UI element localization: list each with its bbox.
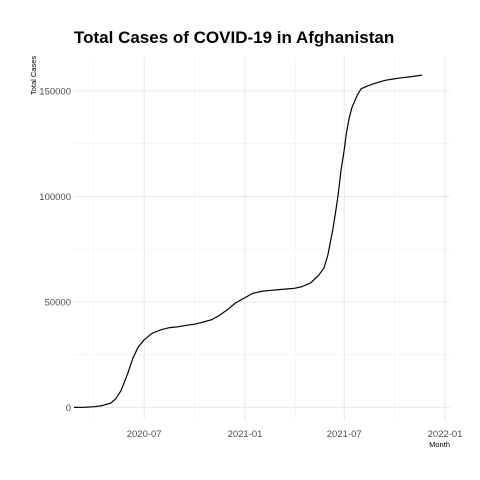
x-tick-label: 2021-01	[228, 429, 263, 440]
y-tick-label: 0	[66, 403, 71, 414]
x-axis: 2020-07 2021-01 2021-07 2022-01	[127, 429, 463, 440]
y-tick-label: 100000	[39, 192, 71, 203]
x-tick-label: 2022-01	[428, 429, 463, 440]
y-tick-label: 50000	[45, 297, 71, 308]
x-tick-label: 2020-07	[127, 429, 162, 440]
x-tick-label: 2021-07	[327, 429, 362, 440]
grid	[74, 57, 450, 420]
y-tick-label: 150000	[39, 86, 71, 97]
x-axis-label: Month	[429, 440, 450, 449]
y-axis-label: Total Cases	[29, 56, 38, 95]
y-axis: 0 50000 100000 150000	[39, 86, 71, 414]
chart-title: Total Cases of COVID-19 in Afghanistan	[74, 28, 394, 47]
series-line-total-cases	[73, 74, 423, 408]
